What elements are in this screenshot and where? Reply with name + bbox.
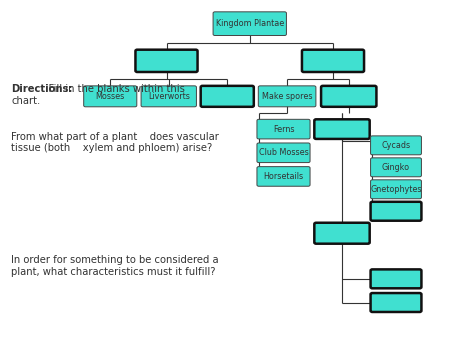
Text: In order for something to be considered a
plant, what characteristics must it fu: In order for something to be considered …: [11, 255, 219, 277]
FancyBboxPatch shape: [257, 119, 310, 139]
Text: Cycads: Cycads: [382, 141, 410, 150]
FancyBboxPatch shape: [258, 86, 316, 107]
FancyBboxPatch shape: [201, 86, 254, 107]
FancyBboxPatch shape: [371, 202, 421, 221]
Text: Ferns: Ferns: [273, 125, 294, 134]
FancyBboxPatch shape: [302, 50, 364, 72]
FancyBboxPatch shape: [371, 269, 421, 288]
FancyBboxPatch shape: [141, 86, 196, 107]
FancyBboxPatch shape: [371, 180, 421, 199]
FancyBboxPatch shape: [371, 158, 421, 177]
FancyBboxPatch shape: [213, 12, 287, 35]
FancyBboxPatch shape: [257, 143, 310, 163]
FancyBboxPatch shape: [257, 167, 310, 186]
Text: Horsetails: Horsetails: [263, 172, 304, 181]
FancyBboxPatch shape: [371, 293, 421, 312]
FancyBboxPatch shape: [84, 86, 137, 107]
Text: Make spores: Make spores: [262, 92, 312, 101]
Text: Club Mosses: Club Mosses: [259, 148, 308, 157]
Text: From what part of a plant    does vascular
tissue (both    xylem and phloem) ari: From what part of a plant does vascular …: [11, 132, 219, 153]
Text: Directions:: Directions:: [11, 84, 73, 95]
FancyBboxPatch shape: [314, 223, 370, 244]
FancyBboxPatch shape: [135, 50, 198, 72]
Text: Mosses: Mosses: [95, 92, 125, 101]
Text: Gnetophytes: Gnetophytes: [370, 185, 422, 194]
FancyBboxPatch shape: [321, 86, 376, 107]
Text: Kingdom Plantae: Kingdom Plantae: [216, 19, 284, 28]
FancyBboxPatch shape: [314, 119, 370, 139]
Text: Liverworts: Liverworts: [148, 92, 190, 101]
Text: Fill in the blanks within this
chart.: Fill in the blanks within this chart.: [11, 84, 185, 106]
FancyBboxPatch shape: [371, 136, 421, 155]
Text: Gingko: Gingko: [382, 163, 410, 172]
